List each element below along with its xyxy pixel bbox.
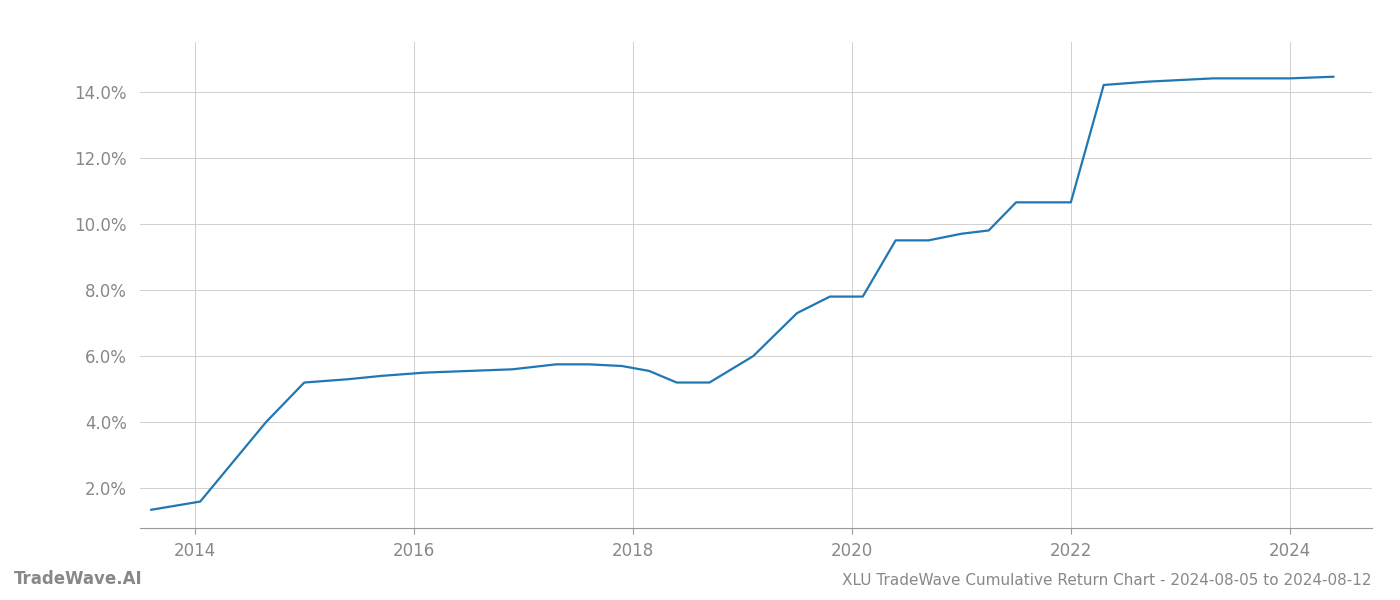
Text: XLU TradeWave Cumulative Return Chart - 2024-08-05 to 2024-08-12: XLU TradeWave Cumulative Return Chart - …	[843, 573, 1372, 588]
Text: TradeWave.AI: TradeWave.AI	[14, 570, 143, 588]
